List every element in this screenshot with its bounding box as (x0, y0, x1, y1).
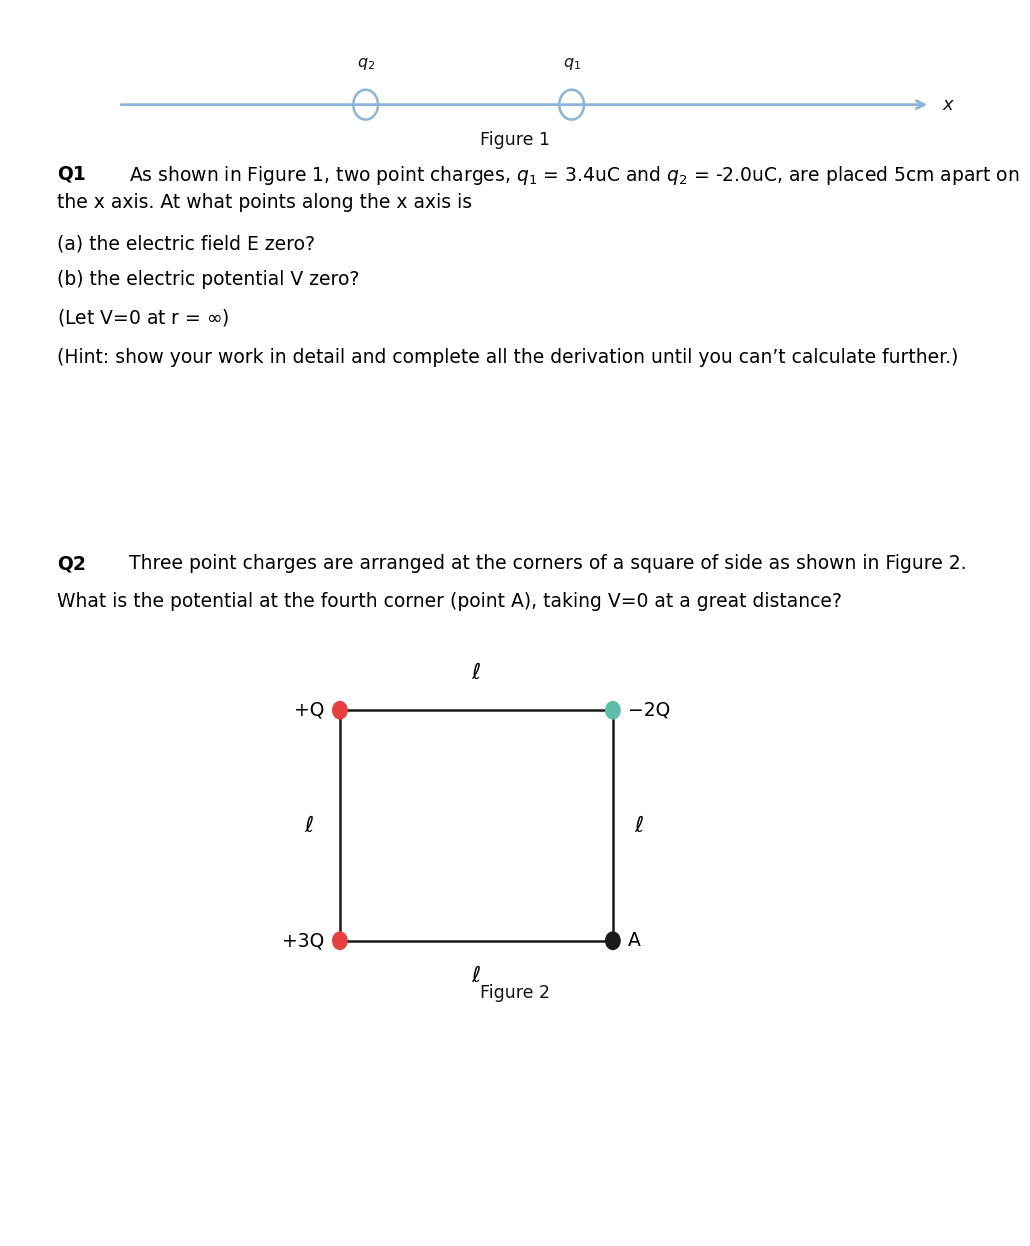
Text: (Let V=0 at r = $\infty$): (Let V=0 at r = $\infty$) (57, 307, 229, 328)
Text: Figure 2: Figure 2 (480, 984, 550, 1002)
Text: $\ell$: $\ell$ (472, 964, 481, 987)
Text: (a) the electric field E zero?: (a) the electric field E zero? (57, 234, 314, 253)
Circle shape (333, 701, 347, 719)
Text: +Q: +Q (295, 700, 324, 720)
Text: $q_1$: $q_1$ (562, 56, 581, 72)
Text: (b) the electric potential V zero?: (b) the electric potential V zero? (57, 270, 359, 289)
Text: Q2: Q2 (57, 554, 85, 573)
Text: −2Q: −2Q (628, 700, 671, 720)
Text: $\ell$: $\ell$ (633, 815, 644, 836)
Text: What is the potential at the fourth corner (point A), taking V=0 at a great dist: What is the potential at the fourth corn… (57, 592, 842, 611)
Text: Three point charges are arranged at the corners of a square of side as shown in : Three point charges are arranged at the … (129, 554, 966, 573)
Text: $q_2$: $q_2$ (356, 56, 375, 72)
Text: $\ell$: $\ell$ (472, 662, 481, 684)
Text: $\ell$: $\ell$ (304, 815, 314, 836)
Text: A: A (628, 931, 641, 951)
Text: +3Q: +3Q (282, 931, 324, 951)
Text: the x axis. At what points along the x axis is: the x axis. At what points along the x a… (57, 193, 472, 212)
Circle shape (333, 932, 347, 949)
Text: Q1: Q1 (57, 164, 85, 183)
Circle shape (606, 701, 620, 719)
Text: x: x (942, 96, 953, 113)
Text: Figure 1: Figure 1 (480, 131, 550, 148)
Text: (Hint: show your work in detail and complete all the derivation until you can’t : (Hint: show your work in detail and comp… (57, 348, 958, 366)
Circle shape (606, 932, 620, 949)
Text: As shown in Figure 1, two point charges, $q_1$ = 3.4uC and $q_2$ = -2.0uC, are p: As shown in Figure 1, two point charges,… (129, 164, 1020, 187)
